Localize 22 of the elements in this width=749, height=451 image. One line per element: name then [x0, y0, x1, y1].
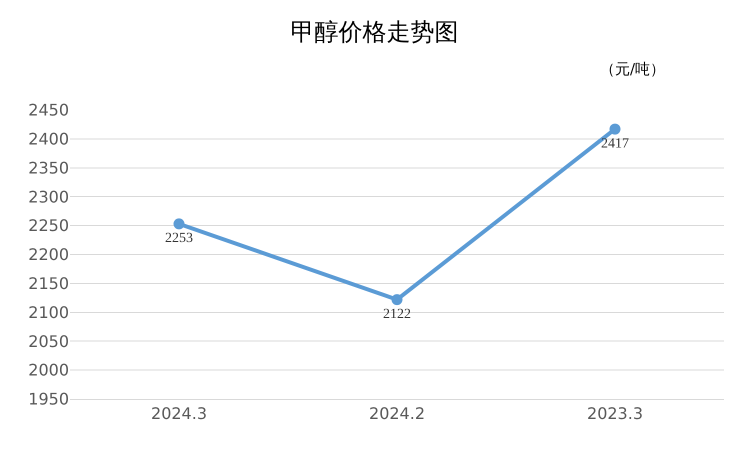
x-tick-label: 2024.2	[369, 404, 425, 424]
y-tick-label: 2400	[28, 130, 69, 148]
y-tick-label: 1950	[28, 390, 69, 409]
point	[174, 218, 184, 230]
y-tick-label: 2300	[28, 187, 69, 206]
chart-title: 甲醇价格走势图	[290, 18, 458, 46]
data-label: 2122	[383, 306, 411, 322]
y-tick-label: 2200	[28, 245, 69, 264]
point	[392, 294, 402, 306]
y-tick-label: 2000	[28, 360, 69, 380]
y-tick-label: 2450	[28, 100, 69, 120]
x-tick-label: 2023.3	[587, 404, 643, 424]
point	[610, 124, 620, 135]
y-tick-label: 2250	[28, 216, 69, 236]
x-tick-label: 2024.3	[151, 404, 207, 424]
data-label: 2253	[165, 231, 193, 246]
y-tick-label: 2150	[28, 274, 69, 293]
data-label: 2417	[601, 136, 629, 152]
y-tick-label: 2350	[28, 158, 69, 178]
text: （元/吨）	[600, 60, 666, 78]
y-tick-label: 2050	[28, 332, 69, 351]
y-tick-label: 2100	[28, 302, 69, 322]
